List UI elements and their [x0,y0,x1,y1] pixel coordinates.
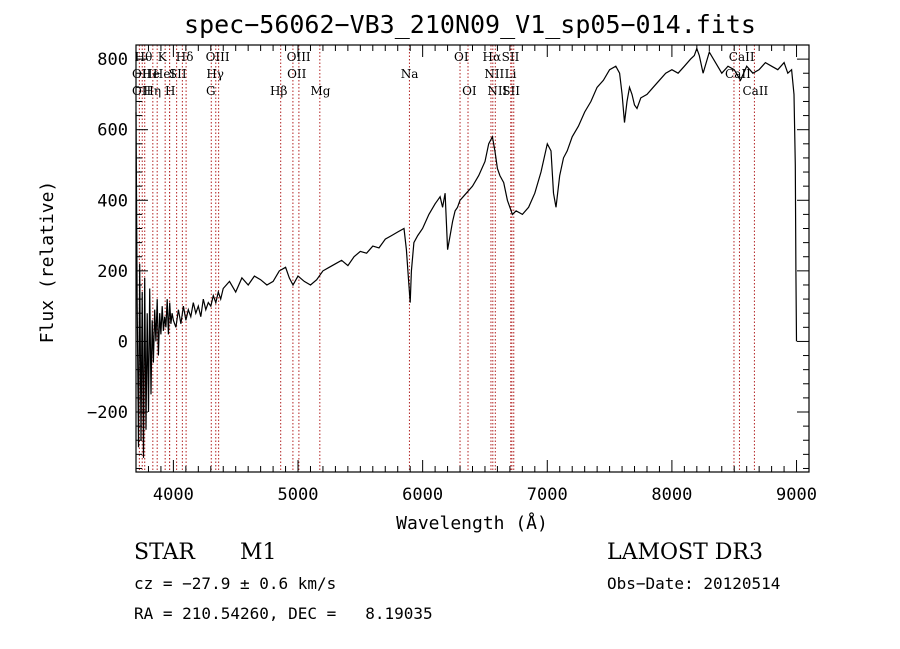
x-tick-label: 8000 [651,485,692,505]
plot-frame [135,44,810,473]
redshift-cz: cz = −27.9 ± 0.6 km/s [134,574,337,593]
y-axis-label: Flux (relative) [37,181,58,344]
line-label: Hθ [135,50,153,64]
line-label: NII [487,84,507,98]
observation-date: Obs−Date: 20120514 [607,574,781,593]
sky-coordinates: RA = 210.54260, DEC = 8.19035 [134,604,433,623]
line-label: H [165,84,175,98]
line-label: CaII [729,50,755,64]
line-label: Hδ [176,50,194,64]
spectrum-line [135,46,798,458]
x-tick-label: 5000 [278,485,319,505]
line-marker-group [138,45,755,472]
line-label: SII [169,67,187,81]
y-tick-label: 600 [97,121,128,141]
line-label: Li [505,67,517,81]
y-tick-label: −200 [87,403,128,423]
line-label: NII [484,67,504,81]
y-tick-label: 400 [97,191,128,211]
object-type: STAR [134,540,195,565]
x-axis-ticks: 4000 5000 6000 7000 8000 9000 [135,45,817,505]
x-axis-label: Wavelength (Å) [396,512,548,534]
line-label: Mg [310,84,330,98]
line-label: Hβ [270,84,287,98]
y-tick-label: 0 [118,332,128,352]
survey-name: LAMOST DR3 [607,540,763,565]
chart-title: spec−56062−VB3_210N09_V1_sp05−014.fits [184,10,756,39]
line-label: G [206,84,216,98]
line-label: Na [401,67,419,81]
line-label: OII [287,67,307,81]
line-label: K [158,50,168,64]
line-label: OI [462,84,477,98]
object-subclass: M1 [240,540,277,565]
x-tick-label: 9000 [776,485,817,505]
line-label: HeI [153,67,176,81]
line-label: SII [502,84,520,98]
line-label: Hα [483,50,502,64]
line-label: He [142,67,160,81]
line-label: OII [132,67,152,81]
x-tick-label: 6000 [402,485,443,505]
line-label: OIII [287,50,311,64]
x-tick-label: 7000 [527,485,568,505]
y-tick-label: 800 [97,50,128,70]
line-label: Hη [143,84,161,98]
line-label: Hγ [206,67,224,81]
line-label: CaII [742,84,768,98]
y-axis-ticks: −200 0 200 400 600 800 [87,44,809,469]
line-label: OI [454,50,469,64]
y-tick-label: 200 [97,262,128,282]
line-label: SII [502,50,520,64]
line-label: OIII [206,50,230,64]
line-label: CaII [725,67,751,81]
x-tick-label: 4000 [153,485,194,505]
